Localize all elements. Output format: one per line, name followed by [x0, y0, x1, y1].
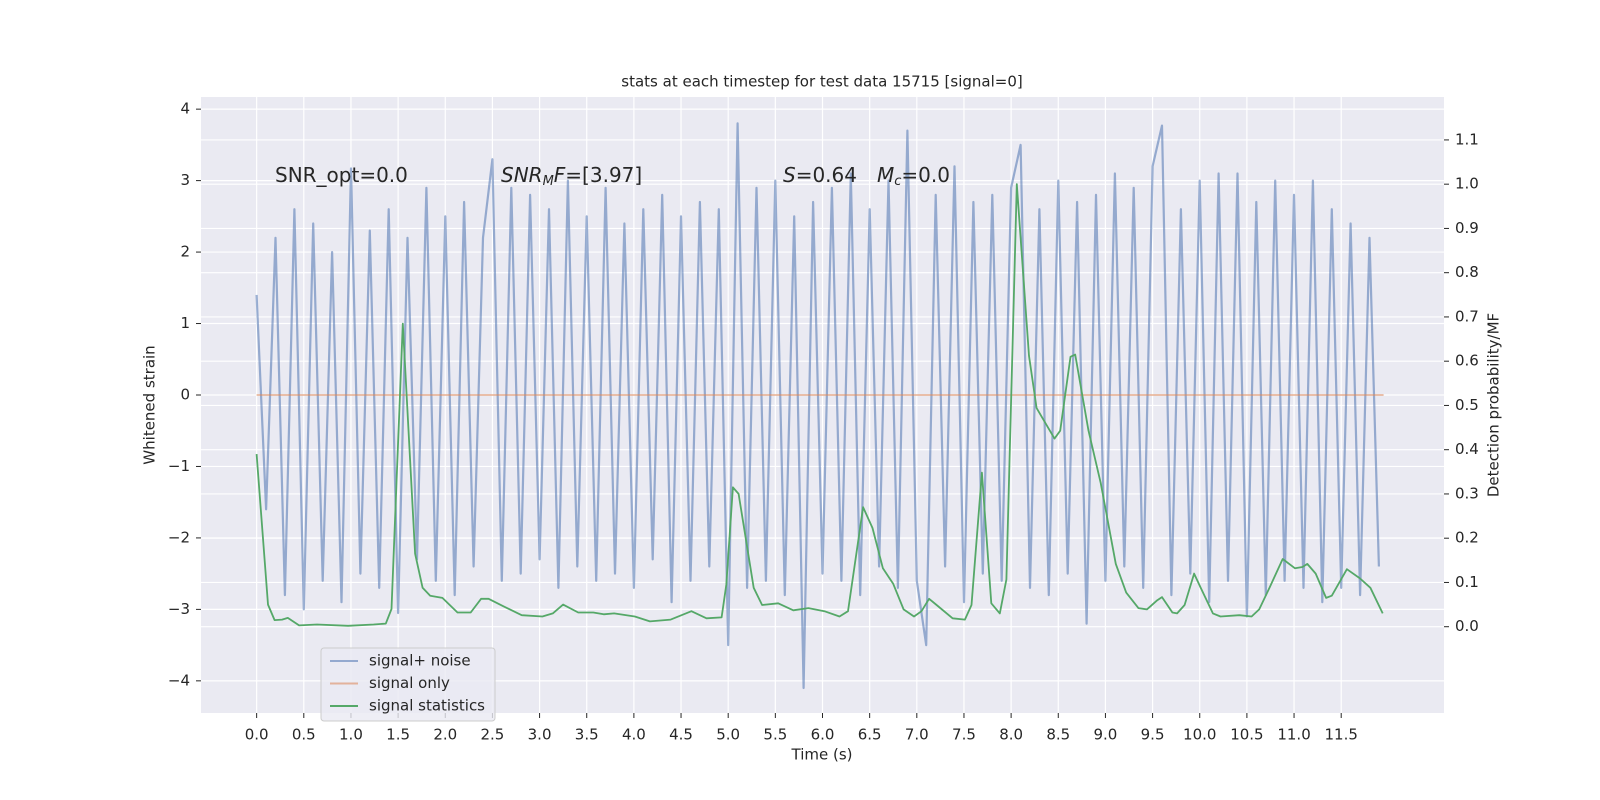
y2-tick-label: 1.1	[1455, 130, 1479, 148]
x-tick-label: 11.5	[1324, 726, 1357, 744]
y2-tick-label: 0.8	[1455, 263, 1479, 281]
chart-title: stats at each timestep for test data 157…	[621, 73, 1022, 91]
y2-tick-label: 0.3	[1455, 484, 1479, 502]
x-tick-label: 0.0	[245, 726, 269, 744]
annotation: SNRMF=[3.97]	[501, 163, 642, 189]
x-tick-label: 5.0	[716, 726, 740, 744]
legend-box	[320, 647, 496, 722]
legend-label: signal only	[369, 674, 450, 692]
y2-tick-label: 0.9	[1455, 219, 1479, 237]
y-axis-label: Whitened strain	[141, 345, 159, 464]
annotation-part: =0.64	[796, 163, 857, 187]
x-tick-label: 0.5	[292, 726, 316, 744]
x-tick-label: 1.0	[339, 726, 363, 744]
annotation-part: c	[894, 174, 901, 189]
x-tick-label: 6.5	[858, 726, 882, 744]
y2-tick-label: 0.5	[1455, 396, 1479, 414]
x-tick-label: 4.5	[669, 726, 693, 744]
y2-tick-label: 1.0	[1455, 175, 1479, 193]
annotation-part: =[3.97]	[565, 163, 642, 187]
y-tick-label: 0	[180, 385, 190, 403]
x-tick-label: 6.0	[811, 726, 835, 744]
annotation-part: M	[543, 174, 554, 189]
x-tick-label: 3.5	[575, 726, 599, 744]
series-line	[255, 122, 1380, 690]
annotation-part: S	[783, 163, 796, 187]
y-tick-label: 3	[180, 171, 190, 189]
annotation: SNR_opt=0.0	[275, 163, 408, 187]
annotation-part: SNR_opt=0.0	[275, 163, 408, 187]
annotation: S=0.64	[783, 163, 857, 187]
legend-label: signal+ noise	[369, 652, 471, 670]
x-tick-label: 9.0	[1093, 726, 1117, 744]
x-tick-label: 11.0	[1277, 726, 1310, 744]
x-tick-label: 9.5	[1141, 726, 1165, 744]
y2-tick-label: 0.0	[1455, 617, 1479, 635]
y-tick-label: 1	[180, 314, 190, 332]
y2-tick-label: 0.7	[1455, 307, 1479, 325]
x-tick-label: 1.5	[386, 726, 410, 744]
x-tick-label: 8.5	[1046, 726, 1070, 744]
x-tick-label: 10.0	[1183, 726, 1216, 744]
y2-tick-label: 0.4	[1455, 440, 1479, 458]
x-tick-label: 7.5	[952, 726, 976, 744]
series-line	[255, 183, 1384, 627]
annotation-part: F	[554, 163, 566, 187]
annotation: Mc=0.0	[877, 163, 950, 189]
y-tick-label: −4	[168, 671, 190, 689]
x-tick-label: 2.5	[480, 726, 504, 744]
x-tick-label: 3.0	[528, 726, 552, 744]
annotation-part: M	[877, 163, 894, 187]
legend-label: signal statistics	[369, 697, 485, 715]
y-tick-label: −2	[168, 528, 190, 546]
annotation-part: SNR	[501, 163, 543, 187]
y-tick-label: 4	[180, 100, 190, 118]
y2-tick-label: 0.1	[1455, 573, 1479, 591]
y-tick-label: −1	[168, 457, 190, 475]
y-tick-label: 2	[180, 243, 190, 261]
y-tick-label: −3	[168, 600, 190, 618]
x-tick-label: 2.0	[433, 726, 457, 744]
x-tick-label: 5.5	[763, 726, 787, 744]
x-tick-label: 10.5	[1230, 726, 1263, 744]
annotation-part: =0.0	[901, 163, 950, 187]
x-tick-label: 7.0	[905, 726, 929, 744]
y2-tick-label: 0.2	[1455, 529, 1479, 547]
y2-tick-label: 0.6	[1455, 352, 1479, 370]
x-tick-label: 8.0	[999, 726, 1023, 744]
x-axis-label: Time (s)	[791, 746, 853, 764]
y2-axis-label: Detection probability/MF	[1485, 313, 1503, 497]
x-tick-label: 4.0	[622, 726, 646, 744]
